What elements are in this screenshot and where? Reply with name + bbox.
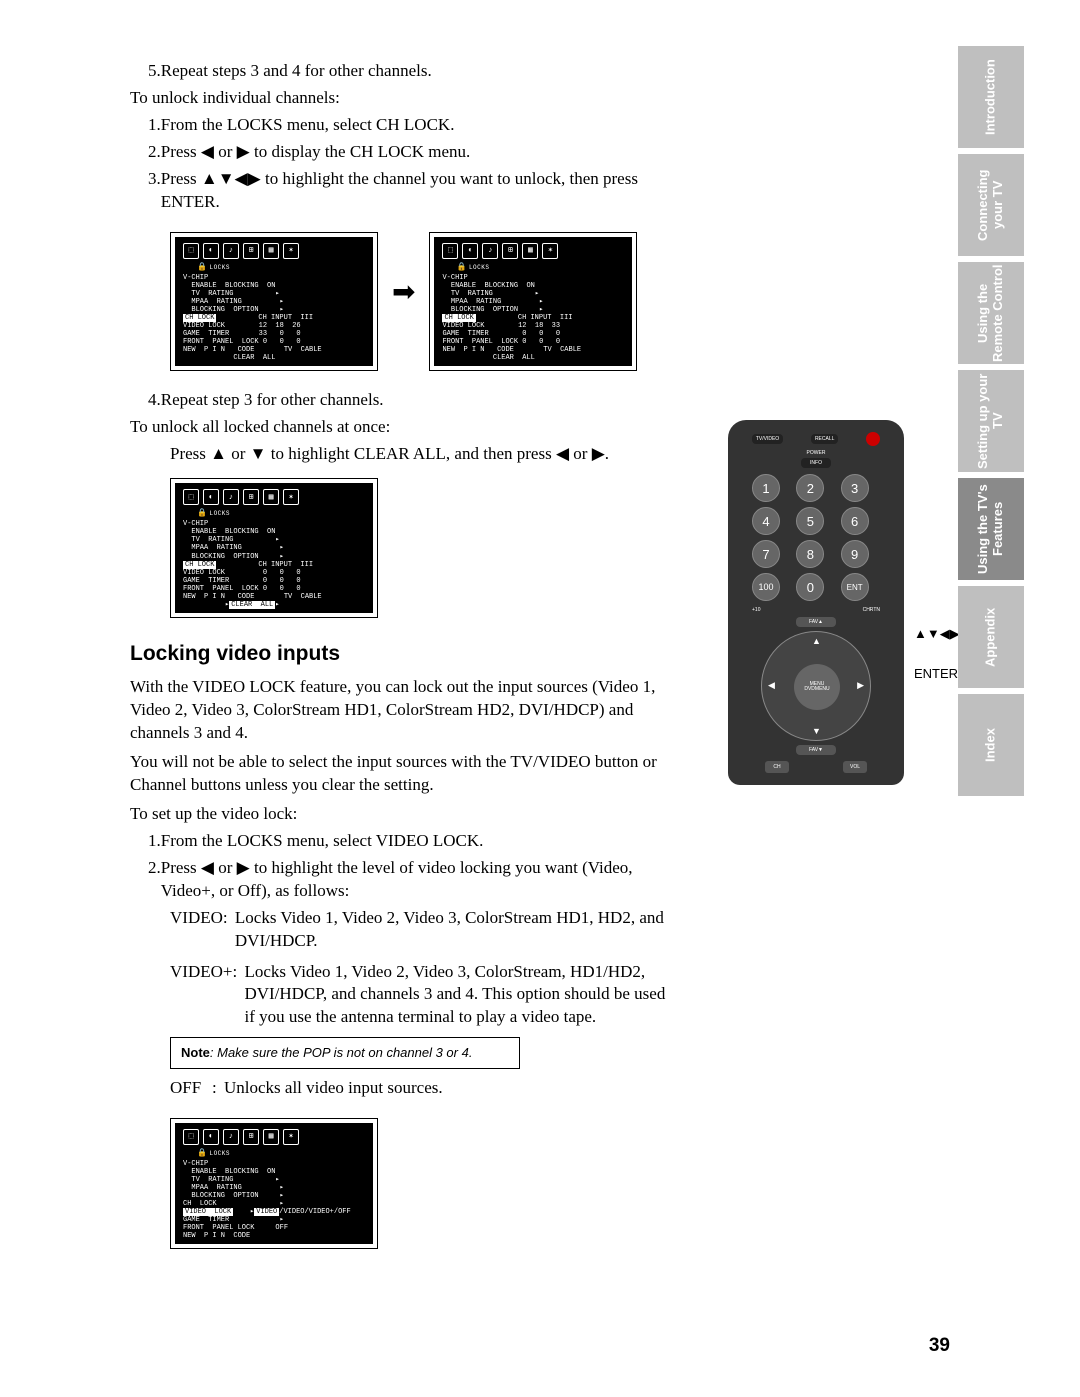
- remote-recall: RECALL: [811, 434, 838, 444]
- step-4-repeat: 4. Repeat step 3 for other channels.: [130, 389, 670, 412]
- remote-label-arrows: ▲▼◀▶: [914, 626, 960, 642]
- arrow-icon: ➡: [392, 224, 415, 312]
- tab-remote: Using the Remote Control: [958, 262, 1024, 364]
- video-step-2: 2. Press ◀ or ▶ to highlight the level o…: [130, 857, 670, 903]
- unlock-step-1: 1. From the LOCKS menu, select CH LOCK.: [130, 114, 670, 137]
- remote-numpad: 123 456 789 1000ENT: [752, 474, 880, 601]
- video-setup-intro: To set up the video lock:: [130, 803, 670, 826]
- tab-index: Index: [958, 694, 1024, 796]
- remote-info: INFO: [801, 458, 831, 468]
- clear-all-instruction: Press ▲ or ▼ to highlight CLEAR ALL, and…: [130, 443, 670, 466]
- step-5: 5. Repeat steps 3 and 4 for other channe…: [130, 60, 670, 83]
- remote-label-enter: ENTER: [914, 666, 958, 681]
- video-p1: With the VIDEO LOCK feature, you can loc…: [130, 676, 670, 745]
- menu-box-2: ⬚◐♪⊞▦✶ 🔒LOCKS V-CHIP ENABLE BLOCKING ON …: [429, 232, 637, 372]
- menu-box-3-wrap: ⬚◐♪⊞▦✶ 🔒LOCKS V-CHIP ENABLE BLOCKING ON …: [130, 470, 670, 626]
- remote-tv-video: TV/VIDEO: [752, 434, 783, 444]
- main-content: 5. Repeat steps 3 and 4 for other channe…: [130, 60, 670, 1257]
- tab-setting-up: Setting up your TV: [958, 370, 1024, 472]
- remote-fav-up: FAV▲: [796, 617, 836, 627]
- menu-box-1: ⬚◐♪⊞▦✶ 🔒LOCKS V-CHIP ENABLE BLOCKING ON …: [170, 232, 378, 372]
- tab-features: Using the TV's Features: [958, 478, 1024, 580]
- heading-locking-video: Locking video inputs: [130, 640, 670, 668]
- menu-box-4: ⬚◐♪⊞▦✶ 🔒LOCKS V-CHIP ENABLE BLOCKING ON …: [170, 1118, 378, 1250]
- menu-box-3: ⬚◐♪⊞▦✶ 🔒LOCKS V-CHIP ENABLE BLOCKING ON …: [170, 478, 378, 618]
- tab-appendix: Appendix: [958, 586, 1024, 688]
- video-step-1: 1. From the LOCKS menu, select VIDEO LOC…: [130, 830, 670, 853]
- unlock-all-intro: To unlock all locked channels at once:: [130, 416, 670, 439]
- def-video: VIDEO: Locks Video 1, Video 2, Video 3, …: [130, 907, 670, 953]
- remote-illustration: TV/VIDEO RECALL POWER INFO 123 456 789 1…: [728, 420, 904, 785]
- note-box: Note: Make sure the POP is not on channe…: [170, 1037, 520, 1069]
- menu-box-4-wrap: ⬚◐♪⊞▦✶ 🔒LOCKS V-CHIP ENABLE BLOCKING ON …: [130, 1110, 670, 1258]
- def-video-plus: VIDEO+: Locks Video 1, Video 2, Video 3,…: [130, 961, 670, 1030]
- page-number: 39: [929, 1335, 950, 1357]
- menu-screenshots-row-1: ⬚◐♪⊞▦✶ 🔒LOCKS V-CHIP ENABLE BLOCKING ON …: [130, 224, 670, 380]
- remote-fav-down: FAV▼: [796, 745, 836, 755]
- def-off: OFF: Unlocks all video input sources.: [130, 1077, 670, 1100]
- remote-power-icon: [866, 432, 880, 446]
- unlock-step-3: 3. Press ▲▼◀▶ to highlight the channel y…: [130, 168, 670, 214]
- tab-introduction: Introduction: [958, 46, 1024, 148]
- unlock-individual-intro: To unlock individual channels:: [130, 87, 670, 110]
- unlock-step-2: 2. Press ◀ or ▶ to display the CH LOCK m…: [130, 141, 670, 164]
- video-p2: You will not be able to select the input…: [130, 751, 670, 797]
- side-tabs: Introduction Connecting your TV Using th…: [958, 46, 1024, 796]
- remote-nav-ring: ▲ ▼ ◀ ▶ MENUDVDMENU: [761, 631, 871, 741]
- tab-connecting: Connecting your TV: [958, 154, 1024, 256]
